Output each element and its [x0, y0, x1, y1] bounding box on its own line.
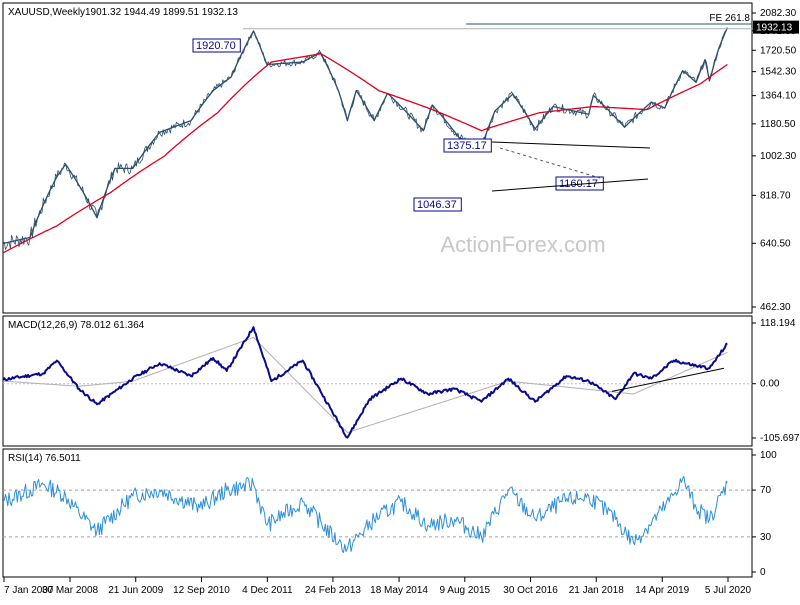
- rsi-panel-title: RSI(14) 76.5011: [8, 453, 81, 464]
- price-y-tick-label: 462.30: [760, 302, 791, 313]
- watermark-text: ActionForex.com: [440, 232, 605, 257]
- price-panel-ohlc: 1901.32 1944.49 1899.51 1932.13: [85, 7, 238, 18]
- label-1375-17-box: [443, 138, 492, 153]
- price-y-tick-label: 2082.30: [760, 8, 797, 19]
- price-y-tick-label: 1002.30: [760, 151, 797, 162]
- support-trend-line: [491, 178, 649, 192]
- label-1375-17: 1375.17: [447, 140, 487, 152]
- label-1920-70-box: [192, 38, 241, 53]
- label-1920-70: 1920.70: [196, 40, 236, 52]
- rsi-y-tick-label: 30: [760, 532, 772, 543]
- label-1160-17-box: [555, 176, 604, 191]
- price-panel-frame: [2, 2, 753, 314]
- price-panel: XAUUSD,Weekly 1901.32 1944.49 1899.51 19…: [2, 2, 799, 314]
- price-y-tick-label: 640.50: [760, 238, 791, 249]
- price-panel-symbol: XAUUSD,Weekly: [8, 7, 85, 18]
- current-price-tag: [753, 20, 799, 34]
- price-y-tick-label: 1364.10: [760, 91, 797, 102]
- rsi-panel: RSI(14) 76.5011 100 70 30 0: [2, 448, 777, 578]
- x-tick-label: 21 Jun 2009: [108, 585, 163, 596]
- current-price-label: 1932.13: [756, 23, 793, 34]
- price-annotations: FE 261.81920.701375.171160.171046.371932…: [192, 13, 799, 212]
- price-series-layer: [2, 27, 728, 254]
- x-tick-label: 24 Feb 2013: [305, 585, 362, 596]
- macd-y-tick-label: 118.194: [760, 318, 796, 329]
- macd-y-tick-label: 0.00: [760, 379, 780, 390]
- macd-panel-title: MACD(12,26,9) 78.012 61.364: [8, 320, 145, 331]
- rsi-y-tick-label: 70: [760, 485, 772, 496]
- x-tick-label: 12 Sep 2010: [173, 585, 230, 596]
- price-y-tick-label: 1542.30: [760, 67, 797, 78]
- fe-261-8-label: FE 261.8: [709, 13, 750, 24]
- label-1046-37-box: [413, 197, 462, 212]
- x-tick-label: 14 Apr 2019: [635, 585, 689, 596]
- x-tick-label: 18 May 2014: [370, 585, 428, 596]
- macd-panel: MACD(12,26,9) 78.012 61.364 118.194 0.00 -…: [2, 315, 800, 447]
- x-tick-label: 7 Jan 2007: [4, 585, 54, 596]
- price-y-tick-label: 1720.50: [760, 45, 797, 56]
- x-tick-label: 30 Mar 2008: [42, 585, 99, 596]
- label-1046-37: 1046.37: [417, 199, 457, 211]
- resistance-trend-line: [491, 141, 651, 149]
- macd-series-layer: [2, 326, 752, 439]
- macd-y-axis: 118.194 0.00 -105.697: [752, 318, 800, 444]
- x-tick-label: 4 Dec 2011: [242, 585, 293, 596]
- price-y-tick-label: 1180.50: [760, 119, 796, 130]
- price-moving-average-line: [2, 53, 728, 254]
- price-bar-texture: [2, 27, 728, 250]
- price-y-tick-label: 818.70: [760, 190, 791, 201]
- rsi-series-layer: [2, 475, 728, 553]
- x-tick-label: 30 Oct 2016: [503, 585, 558, 596]
- rsi-y-tick-label: 0: [760, 567, 766, 578]
- macd-panel-frame: [2, 315, 753, 447]
- macd-line: [2, 326, 728, 439]
- x-tick-label: 9 Aug 2015: [440, 585, 491, 596]
- rsi-line: [2, 475, 728, 553]
- rsi-y-tick-label: 100: [760, 450, 777, 461]
- x-tick-label: 5 Jul 2020: [705, 585, 752, 596]
- rsi-panel-frame: [2, 448, 753, 578]
- macd-trend-line: [611, 367, 725, 392]
- macd-y-tick-label: -105.697: [760, 433, 800, 444]
- x-tick-label: 21 Jan 2018: [569, 585, 624, 596]
